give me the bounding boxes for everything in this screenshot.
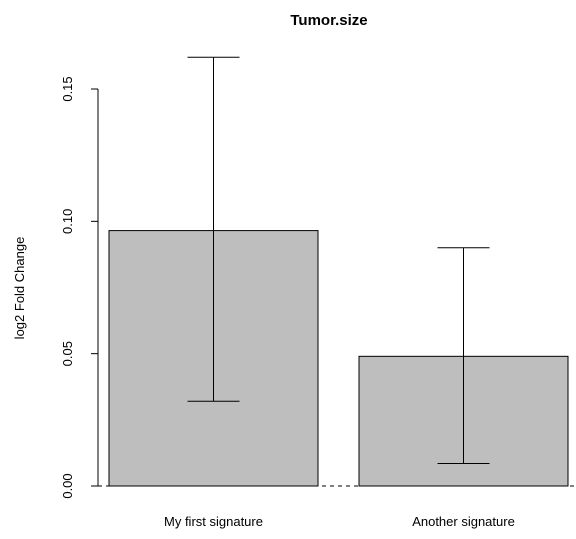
y-tick-label: 0.15 (60, 76, 75, 101)
x-tick-label: My first signature (164, 514, 263, 529)
chart-title: Tumor.size (290, 12, 367, 29)
y-tick-label: 0.00 (60, 473, 75, 498)
x-tick-label: Another signature (412, 514, 515, 529)
y-tick-label: 0.05 (60, 341, 75, 366)
y-tick-label: 0.10 (60, 209, 75, 234)
y-axis-label: log2 Fold Change (12, 237, 27, 340)
plot-area: 0.00 0.05 0.10 0.15 My first signature Anothe… (60, 56, 574, 529)
